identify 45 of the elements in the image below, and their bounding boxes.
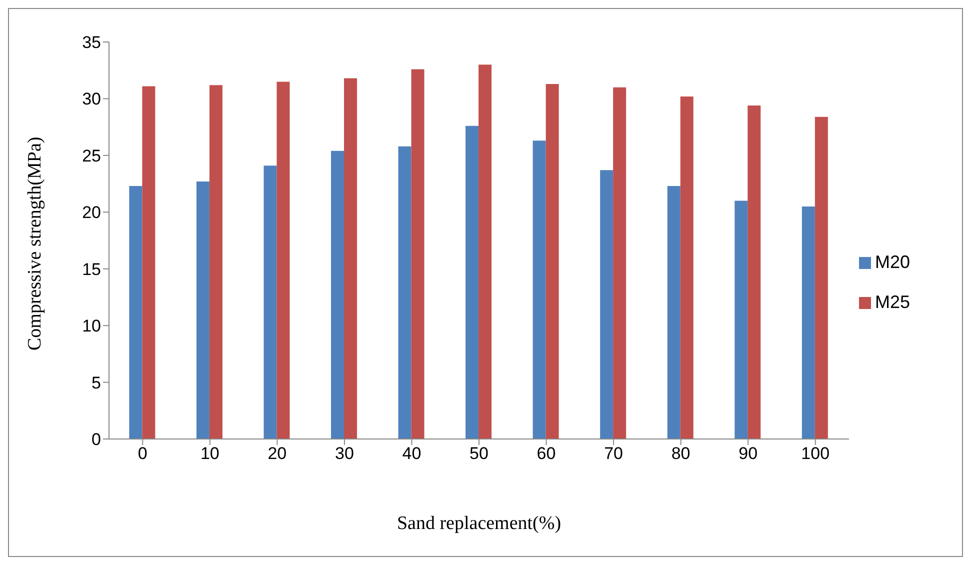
y-tick-label: 0: [92, 430, 101, 450]
bar: [748, 106, 761, 439]
x-tick-label: 80: [671, 444, 690, 464]
y-tick-label: 20: [82, 203, 101, 222]
bar: [546, 84, 559, 439]
x-tick-label: 30: [334, 444, 354, 464]
legend-label: M20: [875, 252, 910, 272]
x-tick-label: 100: [801, 444, 830, 464]
y-axis-title: Compressive strength(MPa): [24, 136, 46, 350]
bar: [264, 166, 277, 439]
x-axis-title: Sand replacement(%): [396, 513, 562, 534]
x-tick-label: 20: [268, 444, 287, 464]
bar: [600, 170, 614, 439]
bar: [466, 126, 479, 439]
bar: [478, 64, 492, 439]
y-tick-label: 35: [82, 33, 101, 52]
bar: [734, 200, 748, 439]
bar: [196, 182, 210, 439]
bar: [142, 86, 156, 439]
x-tick-label: 70: [604, 444, 624, 464]
y-tick-label: 30: [82, 90, 101, 109]
x-tick-label: 10: [200, 444, 220, 464]
bar: [613, 87, 626, 439]
bar: [209, 85, 222, 439]
bar: [276, 82, 290, 439]
y-tick-label: 10: [82, 316, 101, 336]
bar: [344, 78, 357, 439]
y-tick-label: 5: [92, 373, 101, 392]
x-tick-label: 60: [536, 444, 556, 464]
bar: [129, 186, 142, 439]
bar: [814, 116, 828, 439]
bar: [667, 186, 680, 439]
bar: [411, 69, 424, 439]
y-tick-label: 15: [82, 260, 101, 279]
bar: [398, 146, 412, 439]
bar: [331, 150, 344, 439]
y-tick-label: 25: [82, 146, 101, 166]
bar: [802, 206, 815, 439]
x-tick-label: 50: [470, 444, 488, 464]
x-tick-label: 0: [138, 444, 148, 464]
x-tick-label: 40: [402, 444, 422, 464]
x-tick-label: 90: [738, 444, 758, 464]
legend-label: M25: [875, 292, 910, 312]
bar: [532, 140, 546, 439]
bar: [680, 96, 694, 439]
